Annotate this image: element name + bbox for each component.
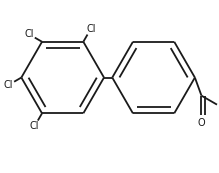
Text: Cl: Cl bbox=[30, 121, 39, 131]
Text: Cl: Cl bbox=[4, 80, 13, 90]
Text: Cl: Cl bbox=[86, 24, 96, 34]
Text: Cl: Cl bbox=[24, 29, 34, 39]
Text: O: O bbox=[198, 117, 205, 128]
